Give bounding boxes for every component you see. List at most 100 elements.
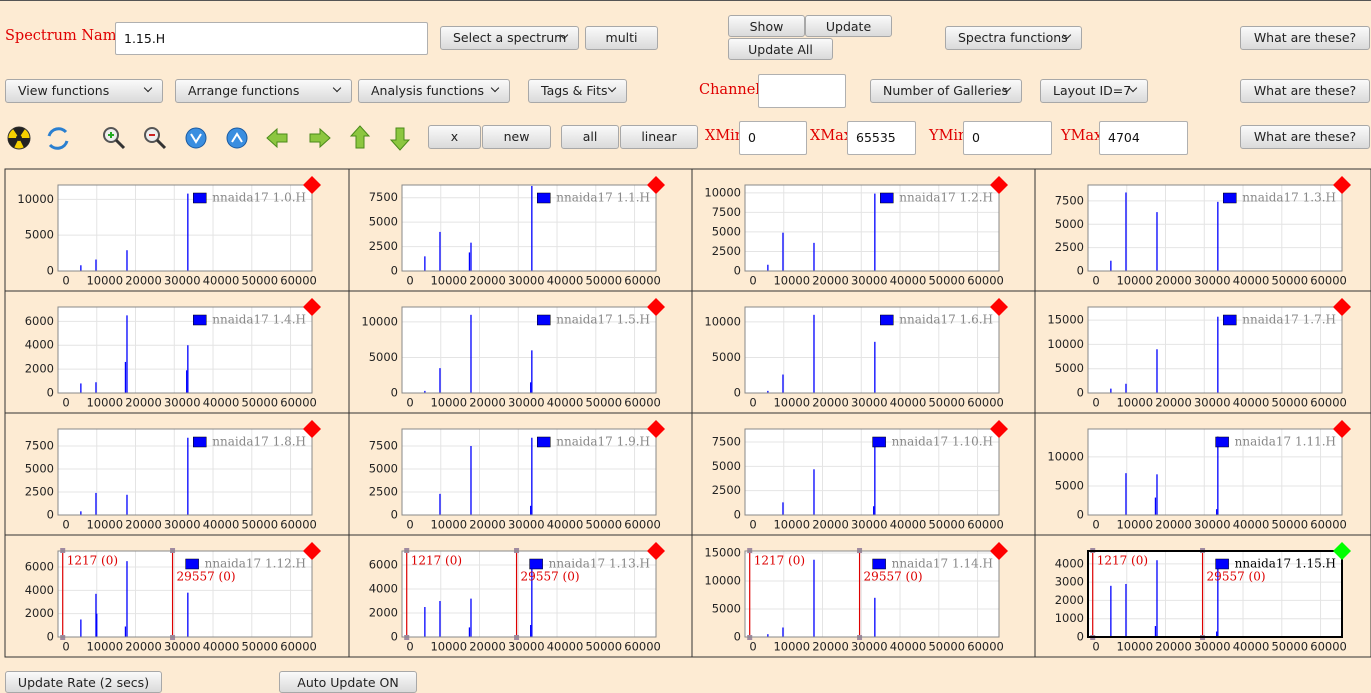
channel-input[interactable]	[758, 74, 846, 108]
plot-frame	[744, 184, 1000, 272]
expand-y-icon[interactable]	[185, 127, 207, 149]
x-tick-label: 60000	[280, 518, 317, 532]
update-button[interactable]: Update	[805, 15, 892, 37]
ymax-input[interactable]: 4704	[1099, 121, 1188, 155]
x-tick-label: 30000	[508, 518, 545, 532]
show-button[interactable]: Show	[728, 15, 805, 37]
y-tick-label: 6000	[369, 558, 398, 572]
legend-label: nnaida17 1.12.H	[205, 557, 306, 571]
x-tick-label: 30000	[1194, 518, 1231, 532]
shrink-y-icon[interactable]	[226, 127, 248, 149]
y-tick-label: 2500	[712, 483, 741, 497]
legend-swatch	[872, 436, 886, 448]
plot-frame	[57, 428, 313, 516]
view-functions[interactable]: View functions	[5, 79, 163, 103]
select-spectrum[interactable]: Select a spectrum	[440, 26, 579, 50]
left-arrow-icon[interactable]	[266, 127, 288, 149]
plot-frame	[1087, 184, 1343, 272]
status-diamond	[1333, 542, 1351, 560]
ymin-input[interactable]: 0	[963, 121, 1052, 155]
y-tick-label: 5000	[1055, 361, 1084, 375]
x-tick-label: 20000	[812, 640, 849, 654]
ymin-label: YMin	[929, 128, 968, 144]
legend-label: nnaida17 1.8.H	[212, 435, 306, 449]
x-tick-label: 50000	[1271, 518, 1308, 532]
help-button[interactable]: What are these?	[1240, 79, 1370, 103]
number-of-galleries[interactable]: Number of Galleries	[870, 79, 1022, 103]
x-tick-label: 30000	[851, 518, 888, 532]
tags-fits[interactable]: Tags & Fits	[528, 79, 627, 103]
status-diamond	[303, 542, 321, 560]
update-rate-button[interactable]: Update Rate (2 secs)	[5, 671, 162, 693]
status-diamond	[990, 420, 1008, 438]
x-button[interactable]: x	[428, 125, 481, 149]
status-diamond	[647, 542, 665, 560]
help-button[interactable]: What are these?	[1240, 125, 1370, 149]
legend-label: nnaida17 1.13.H	[549, 557, 650, 571]
status-diamond	[303, 176, 321, 194]
right-arrow-icon[interactable]	[309, 127, 331, 149]
spectrum-input[interactable]: 1.15.H	[115, 22, 428, 55]
update-all-button[interactable]: Update All	[728, 38, 833, 60]
up-arrow-icon[interactable]	[349, 125, 371, 149]
plot-frame	[401, 306, 657, 394]
y-tick-label: 0	[1077, 508, 1084, 522]
legend-swatch	[1223, 192, 1237, 204]
multi-button[interactable]: multi	[585, 26, 658, 50]
y-tick-label: 0	[734, 630, 741, 644]
analysis-functions[interactable]: Analysis functions	[358, 79, 510, 103]
y-tick-label: 2500	[712, 244, 741, 258]
y-tick-label: 2000	[369, 606, 398, 620]
y-tick-label: 5000	[712, 602, 741, 616]
x-tick-label: 40000	[547, 274, 584, 288]
status-diamond	[1333, 176, 1351, 194]
legend-label: nnaida17 1.1.H	[556, 191, 650, 205]
plot-area	[1088, 307, 1342, 393]
x-tick-label: 20000	[125, 518, 162, 532]
x-tick-label: 50000	[585, 396, 622, 410]
linear-button[interactable]: linear	[620, 125, 698, 149]
refresh-icon[interactable]	[47, 127, 69, 150]
new-button[interactable]: new	[482, 125, 551, 149]
x-tick-label: 50000	[241, 640, 278, 654]
all-button[interactable]: all	[561, 125, 619, 149]
marker-label: 29557 (0)	[521, 570, 580, 584]
zoom-out-icon[interactable]	[144, 127, 167, 150]
plot-area	[745, 551, 999, 637]
legend-swatch	[185, 558, 199, 570]
status-diamond	[647, 298, 665, 316]
x-tick-label: 10000	[773, 396, 810, 410]
x-tick-label: 60000	[1310, 518, 1347, 532]
legend-swatch	[193, 314, 207, 326]
x-tick-label: 40000	[547, 640, 584, 654]
x-tick-label: 50000	[928, 640, 965, 654]
spectra-functions[interactable]: Spectra functions	[945, 26, 1082, 50]
x-tick-label: 0	[1092, 518, 1099, 532]
plot-area	[745, 429, 999, 515]
x-tick-label: 0	[1092, 640, 1099, 654]
x-tick-label: 50000	[1271, 274, 1308, 288]
x-tick-label: 50000	[241, 274, 278, 288]
y-tick-label: 0	[1077, 386, 1084, 400]
x-tick-label: 40000	[890, 518, 927, 532]
radiation-icon[interactable]	[7, 126, 31, 150]
xmax-input[interactable]: 65535	[847, 121, 916, 155]
auto-update-button[interactable]: Auto Update ON	[279, 671, 417, 693]
y-tick-label: 0	[47, 264, 54, 278]
down-arrow-icon[interactable]	[389, 127, 411, 151]
help-button[interactable]: What are these?	[1240, 26, 1370, 50]
y-tick-label: 0	[47, 630, 54, 644]
legend-swatch	[1215, 436, 1229, 448]
arrange-functions[interactable]: Arrange functions	[175, 79, 352, 103]
x-tick-label: 20000	[1155, 640, 1192, 654]
layout-id[interactable]: Layout ID=7	[1040, 79, 1148, 103]
legend-label: nnaida17 1.15.H	[1235, 557, 1336, 571]
x-tick-label: 10000	[430, 396, 467, 410]
y-tick-label: 0	[1077, 264, 1084, 278]
x-tick-label: 10000	[86, 396, 123, 410]
y-tick-label: 4000	[25, 583, 54, 597]
xmin-input[interactable]: 0	[739, 121, 807, 155]
legend-label: nnaida17 1.11.H	[1235, 435, 1336, 449]
y-tick-label: 0	[734, 508, 741, 522]
zoom-in-icon[interactable]	[103, 127, 126, 150]
